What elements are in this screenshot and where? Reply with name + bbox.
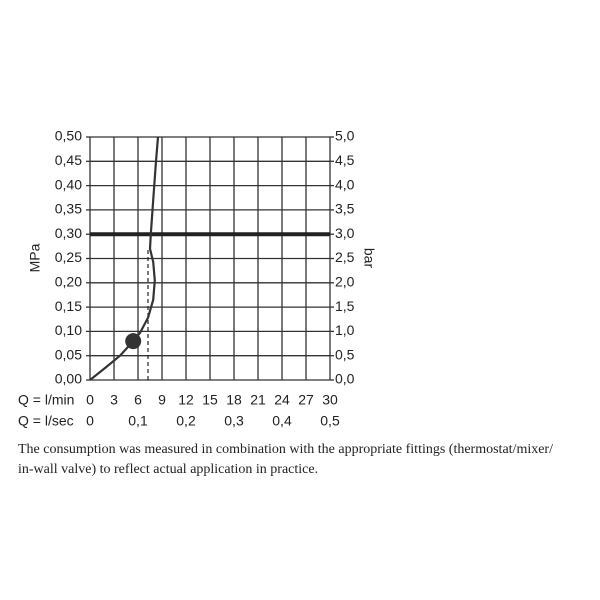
x-tick-label: 15 [202,392,218,408]
y-tick-label: 0,40 [55,176,82,192]
y2-tick-label: 1,0 [335,322,355,338]
x-tick-label: 3 [110,392,118,408]
y-tick-label: 0,20 [55,274,82,290]
x2-tick-label: 0,3 [224,413,244,429]
y-tick-label: 0,35 [55,201,82,217]
y2-tick-label: 0,5 [335,346,355,362]
x2-row-label: Q = l/sec [18,413,74,429]
y2-tick-label: 0,0 [335,371,355,387]
y2-tick-label: 4,0 [335,176,355,192]
y2-axis-title: bar [361,248,377,269]
y2-tick-label: 3,5 [335,201,355,217]
y2-tick-label: 5,0 [335,128,355,144]
y2-tick-label: 4,5 [335,152,355,168]
y-axis-title: MPa [27,243,43,272]
y-tick-label: 0,30 [55,225,82,241]
curve [89,136,160,381]
y2-tick-label: 1,5 [335,298,355,314]
y-tick-label: 0,15 [55,298,82,314]
y2-tick-label: 2,5 [335,249,355,265]
y-tick-label: 0,25 [55,249,82,265]
x-tick-label: 24 [274,392,290,408]
y2-tick-label: 3,0 [335,225,355,241]
x-tick-label: 21 [250,392,266,408]
x-tick-label: 9 [158,392,166,408]
y-tick-label: 0,00 [55,371,82,387]
x2-tick-label: 0,5 [320,413,340,429]
y-tick-label: 0,50 [55,128,82,144]
y-tick-label: 0,10 [55,322,82,338]
x-tick-label: 12 [178,392,194,408]
x2-tick-label: 0,4 [272,413,292,429]
x2-tick-label: 0 [86,413,94,429]
x-tick-label: 0 [86,392,94,408]
caption: in-wall valve) to reflect actual applica… [18,462,318,477]
x-tick-label: 18 [226,392,242,408]
x-tick-label: 30 [322,392,338,408]
x2-tick-label: 0,1 [128,413,148,429]
marker [125,333,142,350]
y2-tick-label: 2,0 [335,274,355,290]
x-row-label: Q = l/min [18,392,74,408]
x-tick-label: 6 [134,392,142,408]
y-tick-label: 0,45 [55,152,82,168]
x2-tick-label: 0,2 [176,413,196,429]
caption: The consumption was measured in combinat… [18,442,553,457]
x-tick-label: 27 [298,392,314,408]
y-tick-label: 0,05 [55,346,82,362]
